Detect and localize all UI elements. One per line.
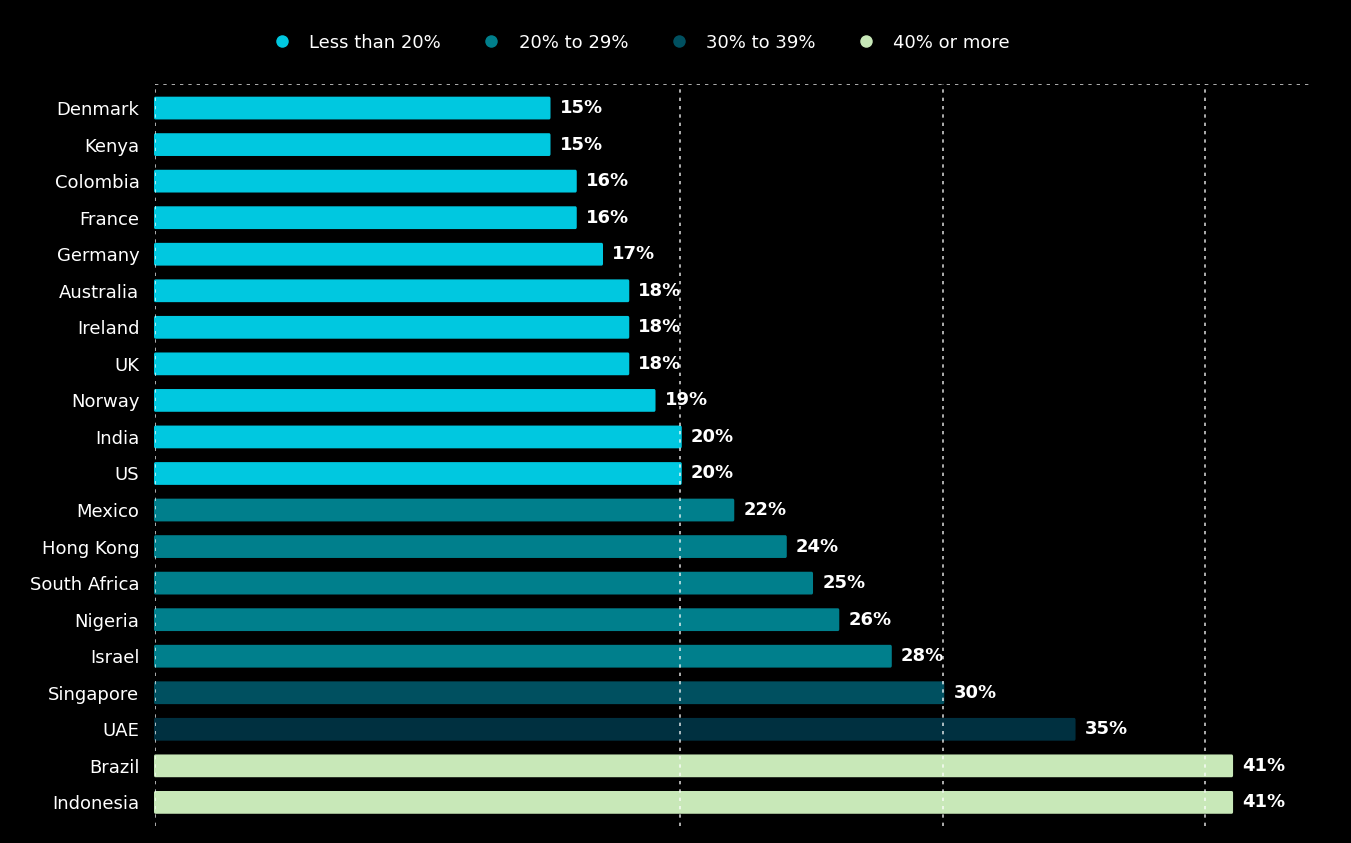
Text: 22%: 22%	[743, 501, 786, 519]
FancyBboxPatch shape	[154, 207, 577, 229]
Text: 18%: 18%	[639, 282, 682, 300]
FancyBboxPatch shape	[154, 316, 630, 339]
Text: 25%: 25%	[823, 574, 865, 592]
FancyBboxPatch shape	[154, 645, 892, 668]
Text: 24%: 24%	[796, 538, 839, 556]
Text: 41%: 41%	[1242, 793, 1285, 811]
FancyBboxPatch shape	[154, 499, 735, 522]
FancyBboxPatch shape	[154, 535, 786, 558]
Legend: Less than 20%, 20% to 29%, 30% to 39%, 40% or more: Less than 20%, 20% to 29%, 30% to 39%, 4…	[257, 27, 1017, 59]
Text: 28%: 28%	[901, 647, 944, 665]
Text: 18%: 18%	[639, 355, 682, 373]
FancyBboxPatch shape	[154, 791, 1233, 813]
FancyBboxPatch shape	[154, 462, 682, 485]
FancyBboxPatch shape	[154, 426, 682, 448]
Text: 15%: 15%	[559, 99, 603, 117]
Text: 41%: 41%	[1242, 757, 1285, 775]
FancyBboxPatch shape	[154, 97, 550, 120]
Text: 15%: 15%	[559, 136, 603, 153]
FancyBboxPatch shape	[154, 133, 550, 156]
FancyBboxPatch shape	[154, 169, 577, 192]
Text: 20%: 20%	[690, 464, 734, 482]
Text: 16%: 16%	[586, 172, 630, 191]
Text: 18%: 18%	[639, 319, 682, 336]
Text: 17%: 17%	[612, 245, 655, 263]
FancyBboxPatch shape	[154, 389, 655, 411]
FancyBboxPatch shape	[154, 681, 944, 704]
Text: 35%: 35%	[1085, 720, 1128, 738]
Text: 19%: 19%	[665, 391, 708, 410]
FancyBboxPatch shape	[154, 243, 603, 266]
Text: 26%: 26%	[848, 610, 892, 629]
FancyBboxPatch shape	[154, 609, 839, 631]
FancyBboxPatch shape	[154, 754, 1233, 777]
FancyBboxPatch shape	[154, 572, 813, 594]
Text: 16%: 16%	[586, 209, 630, 227]
Text: 30%: 30%	[954, 684, 997, 701]
FancyBboxPatch shape	[154, 718, 1075, 741]
FancyBboxPatch shape	[154, 352, 630, 375]
Text: 20%: 20%	[690, 428, 734, 446]
FancyBboxPatch shape	[154, 279, 630, 302]
